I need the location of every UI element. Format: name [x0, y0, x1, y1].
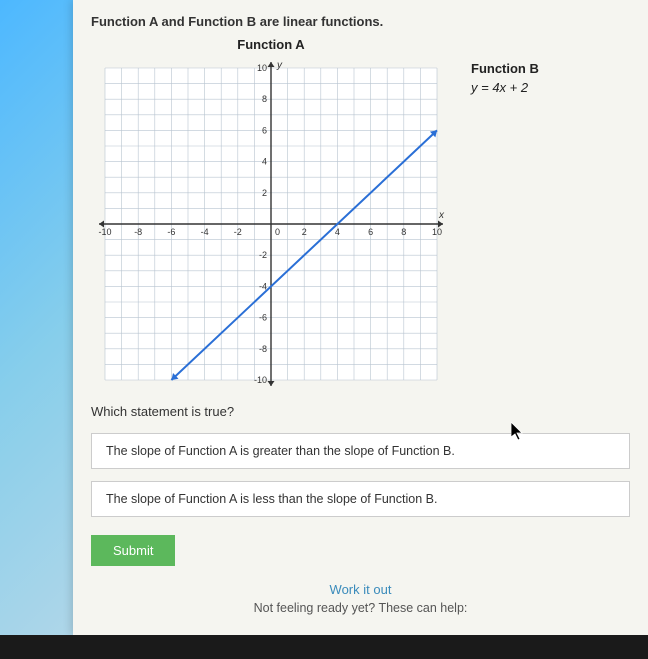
svg-text:2: 2	[302, 227, 307, 237]
not-ready-text: Not feeling ready yet? These can help:	[91, 601, 630, 615]
svg-text:-10: -10	[254, 375, 267, 385]
question-text: Which statement is true?	[91, 404, 630, 419]
svg-text:0: 0	[275, 227, 280, 237]
answer-option-1[interactable]: The slope of Function A is less than the…	[91, 481, 630, 517]
desktop-background: Function A and Function B are linear fun…	[0, 0, 648, 659]
svg-text:6: 6	[262, 125, 267, 135]
svg-text:10: 10	[432, 227, 442, 237]
svg-text:-4: -4	[259, 281, 267, 291]
svg-text:-8: -8	[259, 344, 267, 354]
svg-text:-4: -4	[201, 227, 209, 237]
svg-text:-6: -6	[259, 313, 267, 323]
work-it-out-link[interactable]: Work it out	[91, 582, 630, 597]
submit-button[interactable]: Submit	[91, 535, 175, 566]
footer: Work it out Not feeling ready yet? These…	[91, 582, 630, 615]
svg-text:-10: -10	[98, 227, 111, 237]
svg-text:2: 2	[262, 188, 267, 198]
svg-text:y: y	[276, 60, 283, 71]
device-bezel	[0, 635, 648, 659]
svg-text:8: 8	[262, 94, 267, 104]
svg-text:8: 8	[401, 227, 406, 237]
content-row: Function A -10-8-6-4-20246810246810-2-4-…	[91, 37, 630, 394]
svg-text:-2: -2	[259, 250, 267, 260]
svg-text:4: 4	[262, 157, 267, 167]
svg-text:-8: -8	[134, 227, 142, 237]
svg-text:-2: -2	[234, 227, 242, 237]
prompt-text: Function A and Function B are linear fun…	[91, 14, 630, 29]
svg-text:-6: -6	[167, 227, 175, 237]
quiz-panel: Function A and Function B are linear fun…	[73, 0, 648, 635]
svg-text:10: 10	[257, 63, 267, 73]
function-a-title: Function A	[91, 37, 451, 52]
svg-text:4: 4	[335, 227, 340, 237]
function-a-column: Function A -10-8-6-4-20246810246810-2-4-…	[91, 37, 451, 394]
svg-text:x: x	[438, 210, 445, 221]
function-a-graph: -10 -8 -6 -4 -2 0 2 4 6 8 10 2 4 6 8 10 -2 -4 -6 -8 -10 x y	[91, 54, 451, 394]
function-b-column: Function B y = 4x + 2	[471, 37, 539, 95]
function-b-title: Function B	[471, 61, 539, 76]
function-b-equation: y = 4x + 2	[471, 80, 539, 95]
svg-text:6: 6	[368, 227, 373, 237]
answer-option-0[interactable]: The slope of Function A is greater than …	[91, 433, 630, 469]
